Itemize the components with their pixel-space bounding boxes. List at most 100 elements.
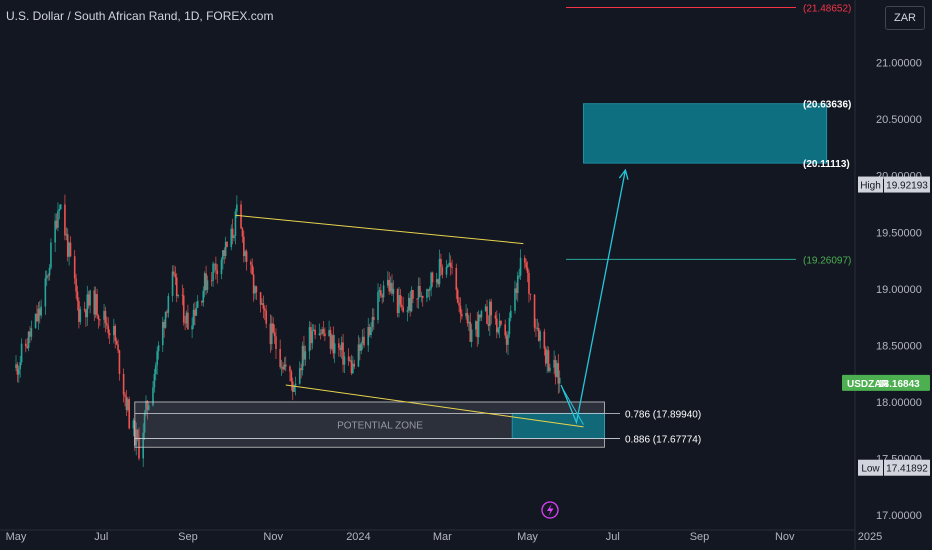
candle-body [69,242,72,257]
candle-body [20,343,23,363]
candle-body [514,288,516,311]
candle-body [19,362,21,370]
candle-body [210,280,213,282]
candle-body [300,368,302,371]
candle-body [549,367,551,372]
candle-body [331,335,333,349]
candle-body [157,345,160,352]
candle-body [319,333,322,335]
candle-body [220,259,223,275]
candle-body [349,360,351,362]
candle-body [553,359,555,368]
candle-body [142,432,144,459]
candle-body [118,350,121,374]
candle-body [86,294,89,318]
candle-body [37,308,40,322]
candle-body [73,256,76,279]
candle-body [536,328,539,329]
candle-body [255,286,258,293]
candle-body [489,301,491,326]
candle-body [122,373,125,395]
lightning-event-icon[interactable] [541,501,559,519]
projection-arrow[interactable] [560,169,627,425]
candle-body [304,351,307,360]
candle-body [279,349,281,368]
candle-body [104,310,107,324]
candle-body [145,400,147,414]
candle-body [194,309,196,316]
currency-button[interactable]: ZAR [885,6,925,30]
candle-body [371,317,374,328]
candle-body [324,333,326,336]
time-tick-label: 2024 [346,531,370,543]
candle-body [505,335,508,345]
candle-body [166,311,168,313]
candle-body [451,267,453,268]
candle-body [332,335,335,354]
candle-body [426,289,428,298]
candle-body [83,309,86,311]
candle-body [243,236,245,257]
candle-body [230,228,233,248]
candle-body [97,315,100,320]
chart-title: U.S. Dollar / South African Rand, 1D, FO… [6,9,274,23]
candle-body [196,300,199,308]
candle-body [156,351,158,366]
candle-body [93,290,96,315]
trendline[interactable] [285,384,584,428]
candle-body [184,322,186,324]
price-tick-label: 18.00000 [876,397,922,409]
candle-body [476,321,479,338]
candle-body [38,308,41,316]
candle-body [17,369,20,375]
candle-body [215,263,217,271]
candle-body [465,312,467,317]
candle-body [50,242,52,268]
candle-body [416,298,418,300]
time-axis: May Jul Sep Nov 2024 Mar May Jul Sep Nov 2025 [0,529,882,543]
candle-body [402,306,404,312]
candle-body [528,272,530,294]
candle-body [314,329,316,335]
candle-body [535,327,537,329]
candle-body [363,336,365,346]
candle-body [479,314,481,318]
candle-body [469,321,472,342]
candle-body [339,348,342,351]
level-label-top: (21.48652) [803,4,851,15]
candle-body [470,329,473,342]
candle-body [89,290,91,306]
candle-body [113,325,115,336]
candle-body [233,235,235,239]
trendline[interactable] [235,214,524,245]
candle-body [181,294,184,296]
candle-body [250,261,252,265]
candle-body [386,279,389,286]
candle-body [54,220,56,243]
candle-body [516,275,519,294]
candle-body [66,234,69,257]
candle-body [154,365,157,374]
candle-body [475,321,477,330]
candle-body [409,297,411,312]
time-tick-label: Mar [433,531,452,543]
candle-body [107,325,110,334]
candle-body [205,273,207,290]
events-layer [541,501,559,519]
candle-body [99,319,101,321]
candle-body [240,204,242,229]
candle-body [175,277,178,297]
candle-body [544,348,547,364]
candle-body [96,294,98,316]
candle-body [87,294,90,306]
candle-body [94,294,97,315]
candle-body [48,267,51,276]
candle-body [125,396,128,411]
candle-body [557,363,560,384]
candle-body [338,343,340,349]
candle-body [254,286,256,294]
candle-body [398,295,400,314]
candle-body [440,258,442,268]
price-tick-label: 17.00000 [876,510,922,522]
